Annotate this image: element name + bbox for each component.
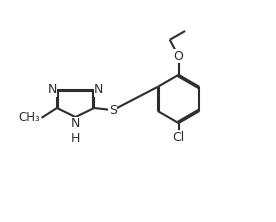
Text: N
H: N H [71, 117, 80, 145]
Text: Cl: Cl [172, 131, 185, 144]
Text: methyl: methyl [38, 120, 43, 121]
Text: methyl: methyl [34, 117, 39, 119]
Text: N: N [47, 83, 57, 96]
Text: O: O [174, 50, 184, 63]
Text: CH₃: CH₃ [19, 111, 41, 124]
Text: N: N [94, 83, 104, 96]
Text: S: S [109, 104, 117, 117]
